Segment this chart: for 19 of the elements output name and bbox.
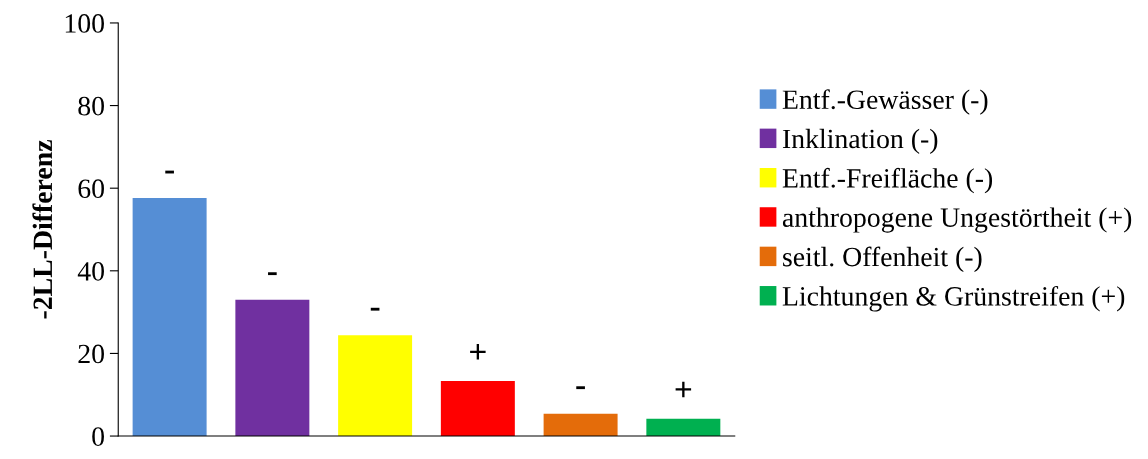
y-axis-title: -2LL-Differenz	[32, 140, 53, 319]
data-label: -	[268, 272, 277, 276]
legend-label: Inklination (-)	[782, 128, 938, 154]
legend-label: anthropogene Ungestörtheit (+)	[782, 207, 1132, 233]
data-label: -	[370, 307, 380, 311]
y-tick-label: 100	[65, 14, 104, 33]
data-label: +	[470, 344, 486, 360]
y-tick-label: 80	[78, 96, 104, 116]
y-tick-label: 0	[92, 427, 104, 446]
data-label: -	[576, 386, 585, 390]
legend-label: Entf.-Gewässer (-)	[782, 89, 988, 115]
y-tick-label: 40	[77, 261, 104, 281]
data-label: -	[165, 170, 174, 174]
legend-label: seitl. Offenheit (-)	[783, 246, 982, 273]
legend-label: Lichtungen & Grünstreifen (+)	[782, 285, 1125, 312]
legend-label: Entf.-Freifläche (-)	[782, 167, 993, 194]
y-tick-label: 60	[78, 179, 104, 199]
y-tick-label: 20	[78, 344, 104, 364]
data-label: +	[675, 381, 692, 398]
